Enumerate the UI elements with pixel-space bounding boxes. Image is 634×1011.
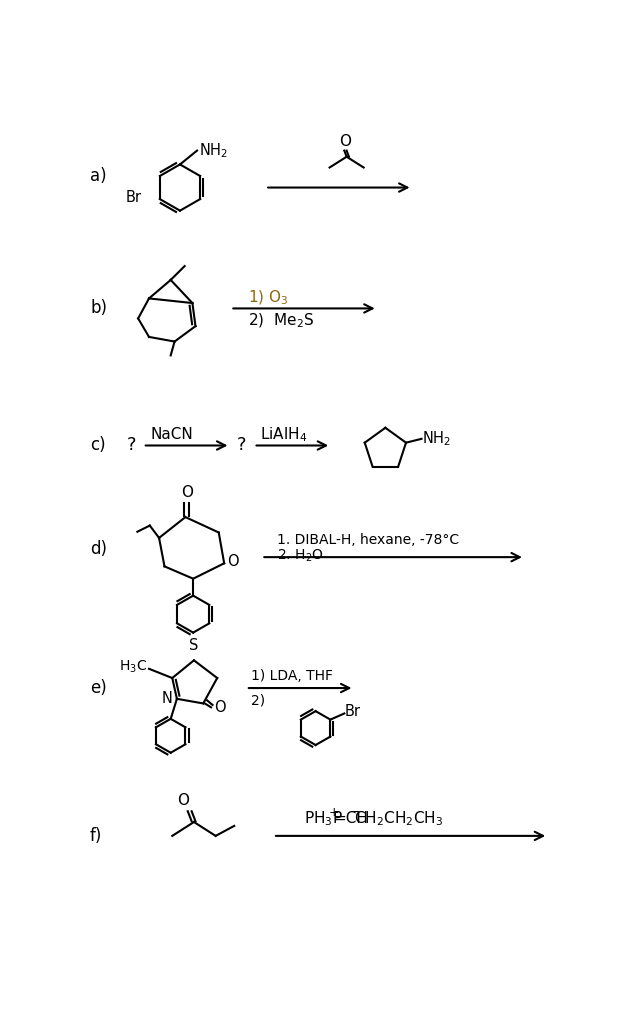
Text: N: N [162, 692, 172, 707]
Text: NaCN: NaCN [151, 428, 193, 442]
Text: −: − [350, 807, 360, 819]
Text: PH$_3$P: PH$_3$P [304, 810, 343, 828]
Text: 2)  Me$_2$S: 2) Me$_2$S [248, 311, 314, 330]
Text: d): d) [90, 541, 107, 558]
Text: +: + [329, 807, 339, 819]
Text: 1) LDA, THF: 1) LDA, THF [251, 668, 333, 682]
Text: O: O [339, 134, 351, 149]
Text: a): a) [90, 167, 107, 185]
Text: b): b) [90, 299, 107, 317]
Text: O: O [214, 700, 226, 715]
Text: f): f) [90, 827, 103, 845]
Text: S: S [190, 638, 198, 653]
Text: H$_3$C: H$_3$C [119, 659, 148, 675]
Text: Br: Br [126, 190, 141, 205]
Text: O: O [181, 485, 193, 500]
Text: NH$_2$: NH$_2$ [422, 430, 451, 448]
Text: O: O [177, 794, 189, 808]
Text: Br: Br [345, 705, 361, 720]
Text: CH$_2$CH$_2$CH$_3$: CH$_2$CH$_2$CH$_3$ [354, 810, 444, 828]
Text: O: O [227, 554, 239, 569]
Text: 1) O$_3$: 1) O$_3$ [248, 288, 288, 307]
Text: =CH: =CH [333, 812, 368, 826]
Text: c): c) [90, 437, 106, 455]
Text: NH$_2$: NH$_2$ [198, 142, 228, 160]
Text: 2): 2) [251, 694, 266, 708]
Text: e): e) [90, 679, 107, 697]
Text: ?: ? [237, 437, 247, 455]
Text: LiAlH$_4$: LiAlH$_4$ [259, 426, 307, 444]
Text: 2. H$_2$O: 2. H$_2$O [277, 547, 324, 564]
Text: ?: ? [127, 437, 137, 455]
Text: 1. DIBAL-H, hexane, -78°C: 1. DIBAL-H, hexane, -78°C [277, 533, 459, 547]
